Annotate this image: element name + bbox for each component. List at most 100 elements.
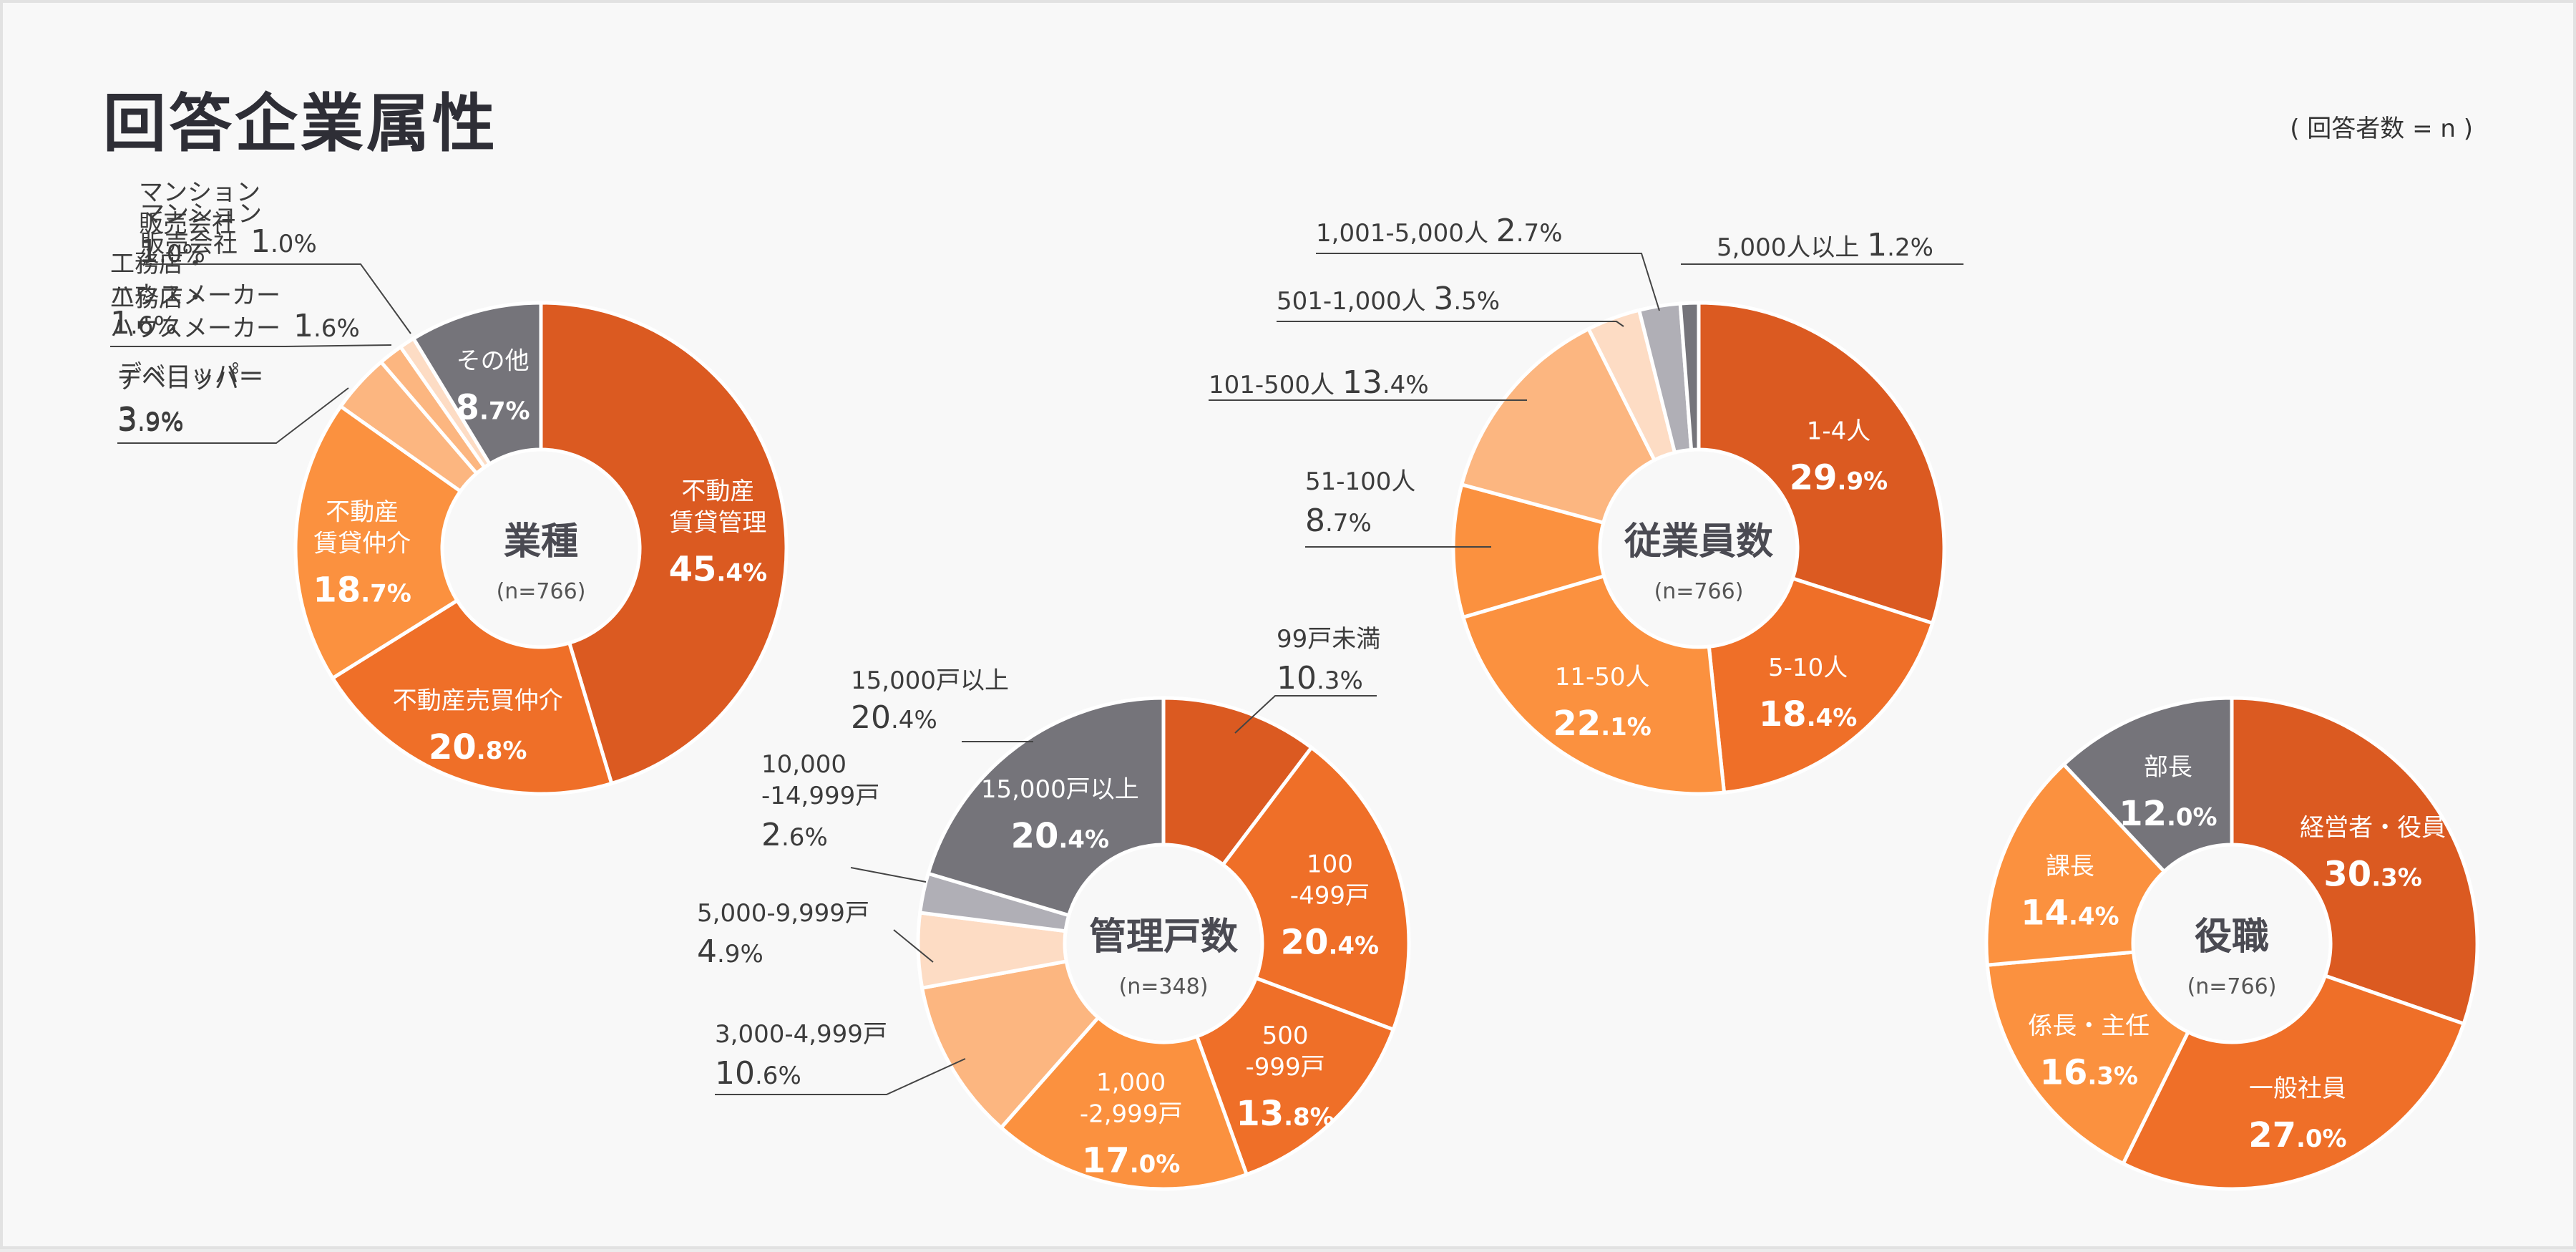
slice-value-label: 4.9% [697,933,763,970]
slice-label: 経営者・役員 30.3% [2300,814,2446,895]
callout-line [715,1058,966,1095]
callout-line [1277,321,1624,327]
donut-chart: 管理戸数 (n=348) 100 -499戸 20.4% 500 -999戸 13.8% 1,0… [697,625,1411,1191]
slice-category-label: 経営者・役員 [2300,814,2446,843]
slice-value-label: 10.3% [1277,660,1363,697]
slice-label: 不動産売買仲介 20.8% [393,686,563,767]
slice-value-label: 20.8% [429,727,527,767]
pie-slice [1678,301,1701,452]
pie-slice [1194,976,1396,1177]
slice-category-label: 部長 [2144,753,2192,782]
donut-chart: 役職 (n=766) 経営者・役員 30.3% 一般社員 27.0% 係長・主任 16.3% 課… [1984,696,2479,1191]
slice-category-label: 5,000人以上 1.2% [1717,227,1933,263]
donut-title: 管理戸数 [1089,916,1238,959]
donut-n-label: (n=766) [2187,974,2277,999]
slice-category-label: 501-1,000人 3.5% [1277,281,1500,317]
slice-category-label: 99戸未満 [1277,625,1380,654]
slice-category-label: 101-500人 13.4% [1209,364,1429,401]
slice-label: 部長 12.0% [2119,753,2217,834]
slice-label: 11-50人 22.1% [1553,663,1651,744]
pie-slice [293,404,463,681]
slice-category-label: 工務店・ [110,284,208,313]
slice-value-label: 16.3% [2040,1053,2138,1093]
slice-value-label: 22.1% [1553,704,1651,744]
slice-value-label: 14.4% [2021,893,2119,933]
pie-slice [1985,950,2191,1166]
slice-category-label: 10,000 [761,750,847,779]
pie-slice [2120,973,2467,1191]
slice-category-label: 不動産 [326,498,399,527]
slice-value-label: 45.4% [669,550,767,590]
pie-slice [411,301,543,467]
pie-slice [1707,576,1935,795]
pie-slice [1161,696,1314,868]
slice-label: 一般社員 27.0% [2248,1074,2346,1155]
slice-callout-label: デベロッパー 3.9% [117,360,349,444]
pie-slice [926,696,1166,918]
slice-value-label: 12.0% [2119,794,2217,834]
slice-category-label: 販売会社 [139,210,236,238]
slice-callout-label: 5,000人以上 1.2% [1681,227,1963,265]
slice-category-label: 賃貸仲介 [313,530,411,558]
pie-slice [1697,301,1946,626]
slice-category-label: -499戸 [1290,881,1370,910]
pie-slice [1460,573,1727,796]
slice-category-label: 課長 [2046,853,2094,881]
slice-category-label: 販売会社 1.0% [140,223,317,260]
slice-category-label: マンション [140,200,262,228]
donut-chart: 業種(n=766)不動産賃貸管理45.4%不動産売買仲介20.8%不動産賃貸仲介… [110,178,789,796]
callout-line [140,263,411,334]
slice-callout-label: 15,000戸以上 20.4% [851,666,1033,742]
slice-category-label: マンション [139,178,260,207]
slice-callout-label: 10,000 -14,999戸 2.6% [761,750,927,883]
pie-slice [1459,326,1657,525]
callout-line [117,387,349,444]
pie-slice [1220,744,1411,1032]
page-title: 回答企業属性 [103,87,499,160]
callout-line [1316,253,1660,311]
charts-canvas: 業種(n=766)不動産賃貸管理45.4%不動産売買仲介20.8%不動産賃貸仲介… [110,178,2479,1191]
slice-value-label: 13.8% [1236,1094,1334,1134]
donut-n-label: (n=766) [497,579,586,604]
pie-slice [1451,482,1606,620]
slice-callout-label: 101-500人 13.4% [1209,364,1527,401]
slice-value-label: 20.4% [851,699,937,736]
slice-category-label: 15,000戸以上 [851,666,1009,695]
slice-category-label: -14,999戸 [761,782,879,810]
slice-category-label: -2,999戸 [1080,1100,1183,1129]
slice-label: 5-10人 18.4% [1759,654,1857,734]
slice-label: 1-4人 29.9% [1790,417,1888,498]
slice-callout-label: 1,001-5,000人 2.7% [1316,213,1660,311]
slice-callout-label: 99戸未満 10.3% [1234,625,1380,734]
slice-value-label: 20.4% [1281,922,1379,962]
callout-line [110,344,392,347]
pie-slice [2230,696,2479,1027]
slice-category-label: 500 [1262,1022,1309,1050]
slice-category-label: 賃貸管理 [669,509,766,538]
slice-category-label: その他 [457,346,530,375]
slice-value-label: 30.3% [2323,855,2421,895]
slice-value-label: 8.7% [1305,503,1372,539]
slice-category-label: 係長・主任 [2028,1012,2150,1041]
pie-slice [539,301,789,786]
slice-value-label: 17.0% [1082,1141,1180,1181]
slice-value-label: 3.9% [117,402,184,439]
slice-category-label: -999戸 [1245,1053,1324,1082]
slice-value-label: 1.6% [110,305,177,341]
slice-category-label: 不動産 [681,477,754,506]
slice-category-label: 5-10人 [1768,654,1848,682]
slice-callout-label: デベロッパー 3.9% [117,366,263,437]
slice-label: 500 -999戸 13.8% [1236,1022,1334,1134]
slice-category-label: 1,001-5,000人 2.7% [1316,213,1563,249]
respondent-count-note: ( 回答者数 = n ) [2290,115,2473,143]
slice-label: 15,000戸以上 20.4% [981,775,1139,856]
slice-value-label: 8.7% [456,387,530,427]
donut-chart: 従業員数 (n=766) 1-4人 29.9% 5-10人 18.4% 11-50人 22.1… [1209,213,1963,796]
pie-slice [2061,696,2234,874]
slice-value-label: 3.9% [117,401,184,437]
slice-callout-label: 3,000-4,999戸 10.6% [715,1020,966,1095]
